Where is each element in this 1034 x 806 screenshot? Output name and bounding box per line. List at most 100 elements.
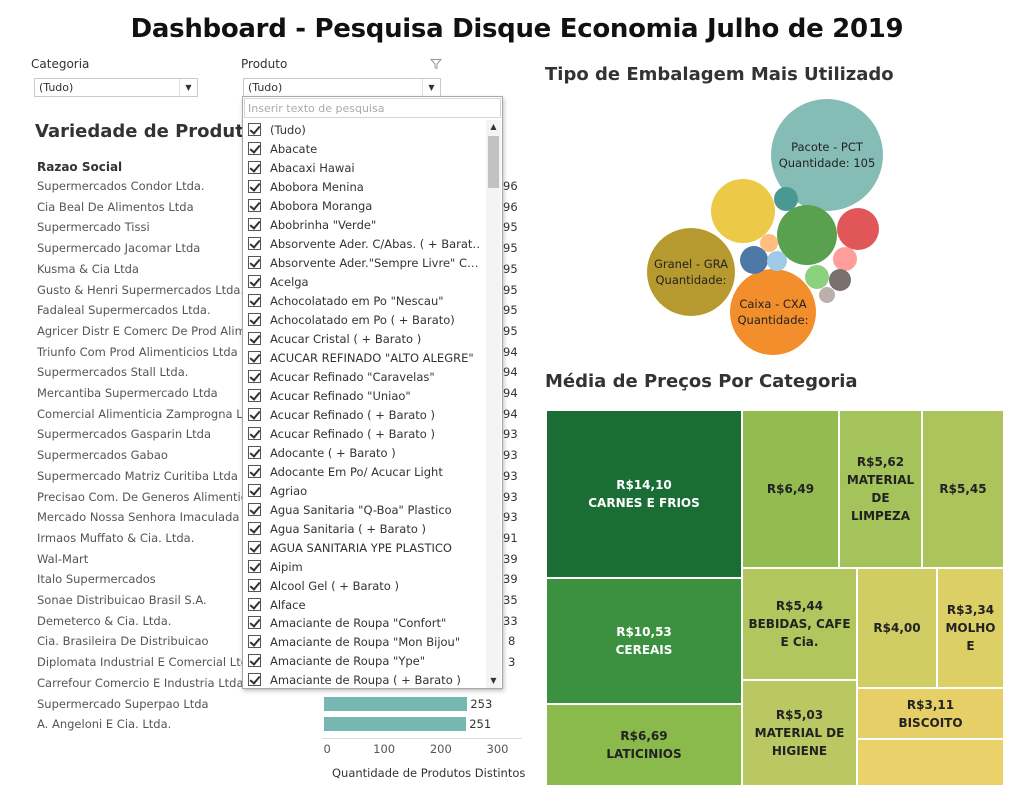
checkbox-checked-icon[interactable]	[248, 369, 261, 383]
checkbox-checked-icon[interactable]	[248, 331, 261, 345]
row-label[interactable]: Supermercados Stall Ltda.	[37, 365, 189, 380]
row-label[interactable]: Fadaleal Supermercados Ltda.	[37, 303, 211, 318]
checkbox-checked-icon[interactable]	[248, 217, 261, 231]
dropdown-option[interactable]: Absorvente Ader."Sempre Livre" C…	[248, 254, 480, 273]
checkbox-checked-icon[interactable]	[248, 673, 261, 687]
dropdown-option[interactable]: ACUCAR REFINADO "ALTO ALEGRE"	[248, 349, 480, 368]
scroll-up-icon[interactable]: ▲	[490, 122, 497, 131]
produto-dropdown-list[interactable]: Inserir texto de pesquisa (Tudo) Abacate A…	[242, 96, 503, 689]
treemap-tile[interactable]	[546, 410, 742, 578]
treemap-tile[interactable]	[546, 704, 742, 786]
treemap-tile[interactable]	[742, 568, 857, 680]
dropdown-option[interactable]: Agua Sanitaria "Q-Boa" Plastico	[248, 501, 480, 520]
row-label[interactable]: Italo Supermercados	[37, 572, 156, 587]
dropdown-option[interactable]: Alcool Gel ( + Barato )	[248, 577, 480, 596]
dropdown-option[interactable]: Agriao	[248, 482, 480, 501]
checkbox-checked-icon[interactable]	[248, 464, 261, 478]
row-label[interactable]: Supermercados Condor Ltda.	[37, 179, 205, 193]
row-label[interactable]: Wal-Mart	[37, 551, 89, 566]
row-label[interactable]: Supermercado Tissi	[37, 220, 150, 235]
checkbox-checked-icon[interactable]	[248, 312, 261, 326]
checkbox-checked-icon[interactable]	[248, 179, 261, 193]
row-label[interactable]: Comercial Alimenticia Zamprogna Ltda	[37, 406, 247, 421]
row-label[interactable]: Kusma & Cia Ltda	[37, 261, 139, 276]
checkbox-checked-icon[interactable]	[248, 407, 261, 421]
dropdown-option[interactable]: AGUA SANITARIA YPE PLASTICO	[248, 539, 480, 558]
treemap-tile[interactable]	[742, 680, 857, 786]
checkbox-checked-icon[interactable]	[248, 274, 261, 288]
produto-search-input[interactable]: Inserir texto de pesquisa	[244, 98, 501, 118]
row-label[interactable]: Supermercado Superpao Ltda	[37, 696, 209, 711]
bubble[interactable]	[760, 234, 778, 252]
bubble[interactable]	[833, 247, 857, 271]
checkbox-checked-icon[interactable]	[248, 559, 261, 573]
checkbox-checked-icon[interactable]	[248, 445, 261, 459]
row-label[interactable]: Triunfo Com Prod Alimenticios Ltda	[37, 344, 238, 359]
row-label[interactable]: Demeterco & Cia. Ltda.	[37, 613, 172, 628]
bubble[interactable]	[774, 187, 798, 211]
dropdown-option[interactable]: Adocante Em Po/ Acucar Light	[248, 463, 480, 482]
dropdown-option[interactable]: Acucar Cristal ( + Barato )	[248, 330, 480, 349]
dropdown-option[interactable]: Aipim	[248, 558, 480, 577]
checkbox-checked-icon[interactable]	[248, 483, 261, 497]
row-label[interactable]: Supermercado Jacomar Ltda	[37, 241, 201, 256]
chevron-down-icon[interactable]: ▼	[422, 79, 440, 96]
checkbox-checked-icon[interactable]	[248, 616, 261, 630]
bubble[interactable]	[647, 228, 735, 316]
checkbox-checked-icon[interactable]	[248, 255, 261, 269]
checkbox-checked-icon[interactable]	[248, 236, 261, 250]
treemap-tile[interactable]	[857, 688, 1004, 739]
row-label[interactable]: Gusto & Henri Supermercados Ltda.	[37, 282, 245, 297]
scrollbar-thumb[interactable]	[488, 136, 499, 188]
bubble[interactable]	[829, 269, 851, 291]
bubble[interactable]	[777, 205, 837, 265]
dropdown-option[interactable]: Agua Sanitaria ( + Barato )	[248, 520, 480, 539]
row-label[interactable]: Irmaos Muffato & Cia. Ltda.	[37, 530, 195, 545]
row-label[interactable]: Agricer Distr E Comerc De Prod Alimen	[37, 323, 247, 338]
dropdown-option[interactable]: Absorvente Ader. C/Abas. ( + Barat…	[248, 235, 480, 254]
checkbox-checked-icon[interactable]	[248, 388, 261, 402]
dropdown-option[interactable]: Abacaxi Hawai	[248, 159, 480, 178]
produto-filter-dropdown[interactable]: (Tudo) ▼	[243, 78, 441, 97]
row-label[interactable]: Diplomata Industrial E Comercial Ltda	[37, 655, 247, 670]
checkbox-checked-icon[interactable]	[248, 578, 261, 592]
checkbox-checked-icon[interactable]	[248, 654, 261, 668]
treemap-tile[interactable]	[937, 568, 1004, 688]
bubble[interactable]	[767, 251, 787, 271]
treemap-tile[interactable]	[742, 410, 839, 568]
row-label[interactable]: Cia. Brasileira De Distribuicao	[37, 634, 209, 649]
bar[interactable]	[324, 696, 468, 711]
dropdown-option[interactable]: Achocolatado em Po "Nescau"	[248, 292, 480, 311]
checkbox-checked-icon[interactable]	[248, 521, 261, 535]
bubble[interactable]	[837, 208, 879, 250]
dropdown-option[interactable]: Amaciante de Roupa "Confort"	[248, 614, 480, 633]
dropdown-option[interactable]: Adocante ( + Barato )	[248, 444, 480, 463]
treemap-tile[interactable]	[546, 578, 742, 704]
dropdown-option[interactable]: Abobora Moranga	[248, 197, 480, 216]
checkbox-checked-icon[interactable]	[248, 160, 261, 174]
row-label[interactable]: Precisao Com. De Generos Alimenticios	[37, 489, 247, 504]
dropdown-scrollbar[interactable]: ▲ ▼	[486, 120, 501, 688]
dropdown-option[interactable]: Acucar Refinado "Caravelas"	[248, 368, 480, 387]
row-label[interactable]: Sonae Distribuicao Brasil S.A.	[37, 593, 207, 607]
dropdown-option[interactable]: Acelga	[248, 273, 480, 292]
treemap-tile[interactable]	[839, 410, 922, 568]
bar[interactable]	[324, 717, 467, 732]
dropdown-option[interactable]: (Tudo)	[248, 121, 480, 140]
bubble[interactable]	[730, 269, 816, 355]
dropdown-option[interactable]: Abobrinha "Verde"	[248, 216, 480, 235]
dropdown-option[interactable]: Amaciante de Roupa ( + Barato )	[248, 671, 480, 688]
treemap-tile[interactable]	[857, 568, 937, 688]
scroll-down-icon[interactable]: ▼	[490, 676, 497, 685]
row-label[interactable]: Supermercado Matriz Curitiba Ltda	[37, 468, 238, 483]
row-label[interactable]: Cia Beal De Alimentos Ltda	[37, 199, 194, 214]
checkbox-checked-icon[interactable]	[248, 502, 261, 516]
treemap-tile[interactable]	[857, 739, 1004, 786]
filter-funnel-icon[interactable]	[430, 58, 442, 70]
dropdown-option[interactable]: Acucar Refinado "Uniao"	[248, 387, 480, 406]
dropdown-option[interactable]: Abobora Menina	[248, 178, 480, 197]
bubble[interactable]	[711, 179, 775, 243]
row-label[interactable]: Mercado Nossa Senhora Imaculada C	[37, 510, 247, 525]
dropdown-option[interactable]: Alface	[248, 596, 480, 615]
chevron-down-icon[interactable]: ▼	[179, 79, 197, 96]
